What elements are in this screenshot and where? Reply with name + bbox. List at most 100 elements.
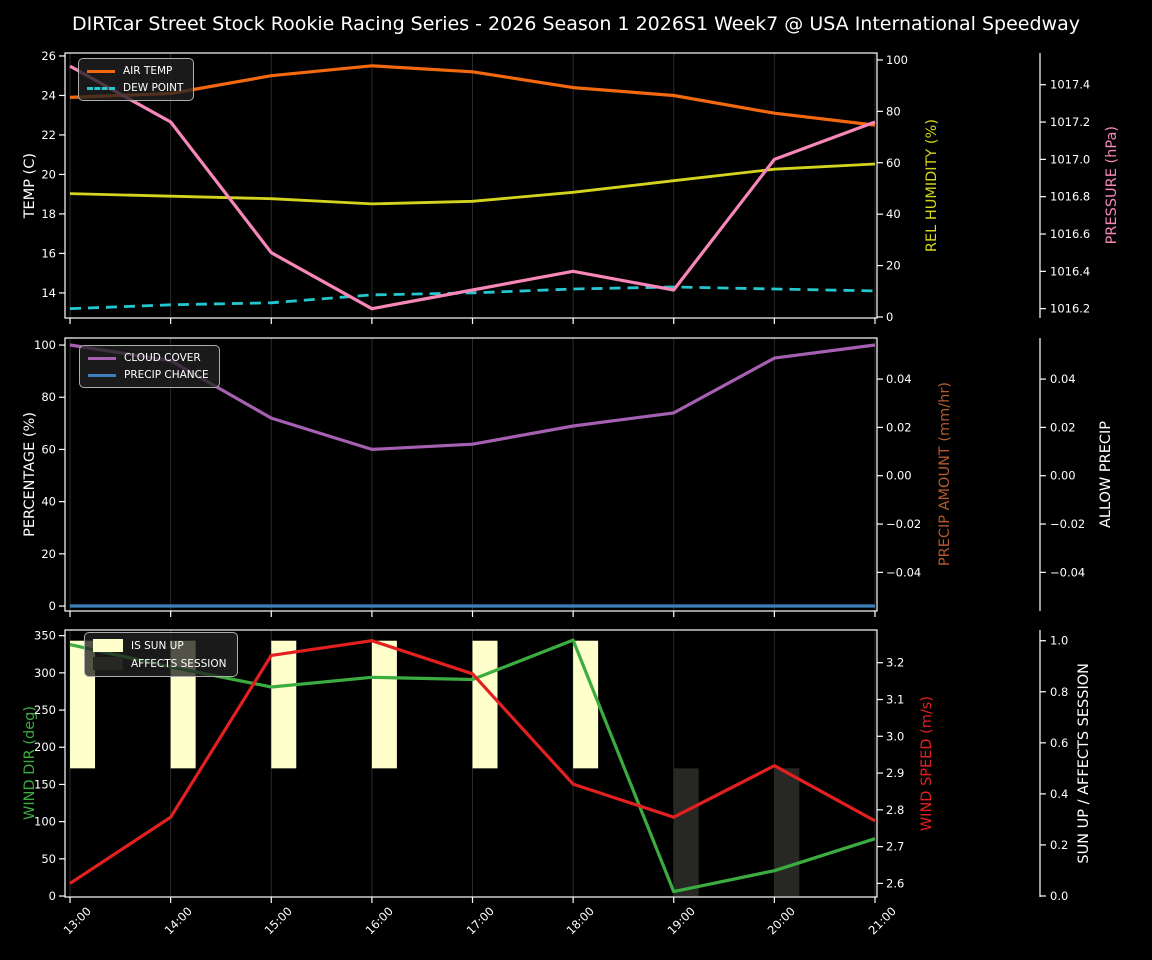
tick-label: 2.6 [886, 876, 904, 890]
tick-label: 40 [41, 495, 56, 509]
tick-label: 20 [41, 547, 56, 561]
tick-label: 80 [886, 104, 901, 118]
air-temp-line-swatch [87, 69, 115, 73]
tick-label: 50 [41, 852, 56, 866]
tick-label: 1.0 [1050, 634, 1068, 648]
sun-up-session-axis-label: SUN UP / AFFECTS SESSION [1076, 663, 1092, 864]
tick-label: 150 [34, 777, 56, 791]
tick-label: 0 [49, 599, 56, 613]
panel-wind-sun-session: 0 50 100 150 200 250 300 350 2.6 2.7 2.8 2.9 3.0 3.1 3… [34, 629, 1068, 903]
tick-label: 22 [41, 128, 56, 142]
tick-label: 0.02 [1050, 420, 1076, 434]
temp-panel-legend: AIR TEMP DEW POINT [78, 58, 195, 101]
allow-precip-axis-label: ALLOW PRECIP [1098, 420, 1114, 529]
tick-label: 350 [34, 629, 56, 643]
series-pressure [69, 64, 876, 311]
bar-is-sun-up [573, 640, 599, 769]
legend-item-is-sun-up: IS SUN UP [93, 639, 227, 652]
tick-label: 18 [41, 207, 56, 221]
humidity-axis-label: REL HUMIDITY (%) [924, 118, 940, 253]
cloud-panel-legend: CLOUD COVER PRECIP CHANCE [79, 345, 220, 388]
tick-label: −0.04 [1050, 565, 1085, 579]
wind-speed-axis-label: WIND SPEED (m/s) [919, 695, 935, 832]
tick-label: 1017.0 [1050, 152, 1090, 166]
wind-dir-axis-label: WIND DIR (deg) [22, 706, 38, 821]
affects-session-bar-swatch [93, 657, 123, 670]
tick-label: 0.2 [1050, 838, 1068, 852]
plot-border [64, 629, 878, 898]
tick-label: 3.0 [886, 729, 904, 743]
series-rel-humidity [69, 162, 876, 206]
tick-label: 100 [886, 53, 908, 67]
tick-label: 3.2 [886, 656, 904, 670]
tick-label: 3.1 [886, 693, 904, 707]
is-sun-up-legend-label: IS SUN UP [131, 639, 184, 652]
tick-label: 1017.4 [1050, 78, 1090, 92]
panel-cloud-precip: 0 20 40 60 80 100 −0.04 −0.02 0.00 0.02 0.04 −0.04 −… [34, 337, 1085, 617]
plot-border [64, 337, 878, 612]
tick-label: 0.8 [1050, 685, 1068, 699]
tick-label: 300 [34, 666, 56, 680]
tick-label: 2.9 [886, 766, 904, 780]
cloud-cover-legend-label: CLOUD COVER [124, 352, 201, 364]
chart-title: DIRTcar Street Stock Rookie Racing Serie… [72, 13, 1080, 35]
wind-panel-legend: IS SUN UP AFFECTS SESSION [84, 632, 238, 677]
bar-affects-session [673, 768, 699, 896]
tick-label: −0.02 [886, 517, 921, 531]
dew-point-line-swatch [87, 86, 115, 90]
affects-session-legend-label: AFFECTS SESSION [131, 657, 227, 670]
tick-label: 1016.8 [1050, 190, 1090, 204]
dew-point-legend-label: DEW POINT [123, 82, 184, 94]
bar-is-sun-up [472, 640, 498, 769]
temp-axis-label: TEMP (C) [22, 152, 38, 219]
tick-label: 24 [41, 88, 56, 102]
air-temp-legend-label: AIR TEMP [123, 65, 173, 77]
legend-item-cloud-cover: CLOUD COVER [88, 352, 209, 364]
tick-label: 0 [49, 889, 56, 903]
tick-label: 60 [886, 156, 901, 170]
tick-label: 2.7 [886, 840, 904, 854]
legend-item-air-temp: AIR TEMP [87, 65, 183, 77]
tick-label: 250 [34, 703, 56, 717]
tick-label: 0 [886, 310, 893, 324]
precip-amount-axis-label: PRECIP AMOUNT (mm/hr) [937, 382, 953, 567]
tick-label: 0.04 [1050, 372, 1076, 386]
tick-label: 0.4 [1050, 787, 1068, 801]
legend-item-precip-chance: PRECIP CHANCE [88, 369, 209, 381]
precip-chance-line-swatch [88, 373, 116, 377]
tick-label: 14 [41, 286, 56, 300]
bar-is-sun-up [371, 640, 397, 769]
tick-label: 0.0 [1050, 889, 1068, 903]
precip-chance-legend-label: PRECIP CHANCE [124, 369, 209, 381]
tick-label: 0.00 [1050, 469, 1076, 483]
series-air-temp [69, 64, 876, 127]
plot-border [64, 52, 878, 319]
bar-is-sun-up [271, 640, 297, 769]
tick-label: 0.6 [1050, 736, 1068, 750]
tick-label: 20 [886, 259, 901, 273]
is-sun-up-bar-swatch [93, 639, 123, 652]
tick-label: −0.04 [886, 565, 921, 579]
tick-label: 20 [41, 167, 56, 181]
cloud-cover-line-swatch [88, 356, 116, 360]
tick-label: 100 [34, 815, 56, 829]
tick-label: 26 [41, 49, 56, 63]
tick-label: 200 [34, 740, 56, 754]
legend-item-affects-session: AFFECTS SESSION [93, 657, 227, 670]
tick-label: 80 [41, 390, 56, 404]
series-dew-point [69, 285, 876, 311]
tick-label: 1016.6 [1050, 227, 1090, 241]
tick-label: 1016.2 [1050, 302, 1090, 316]
tick-label: 16 [41, 246, 56, 260]
tick-label: 0.04 [886, 372, 912, 386]
tick-label: 100 [34, 338, 56, 352]
series-wind-speed [69, 639, 876, 885]
tick-label: 2.8 [886, 803, 904, 817]
tick-label: 0.00 [886, 469, 912, 483]
legend-item-dew-point: DEW POINT [87, 82, 183, 94]
tick-label: −0.02 [1050, 517, 1085, 531]
pressure-axis-label: PRESSURE (hPa) [1104, 126, 1120, 245]
bar-affects-session [774, 768, 800, 896]
